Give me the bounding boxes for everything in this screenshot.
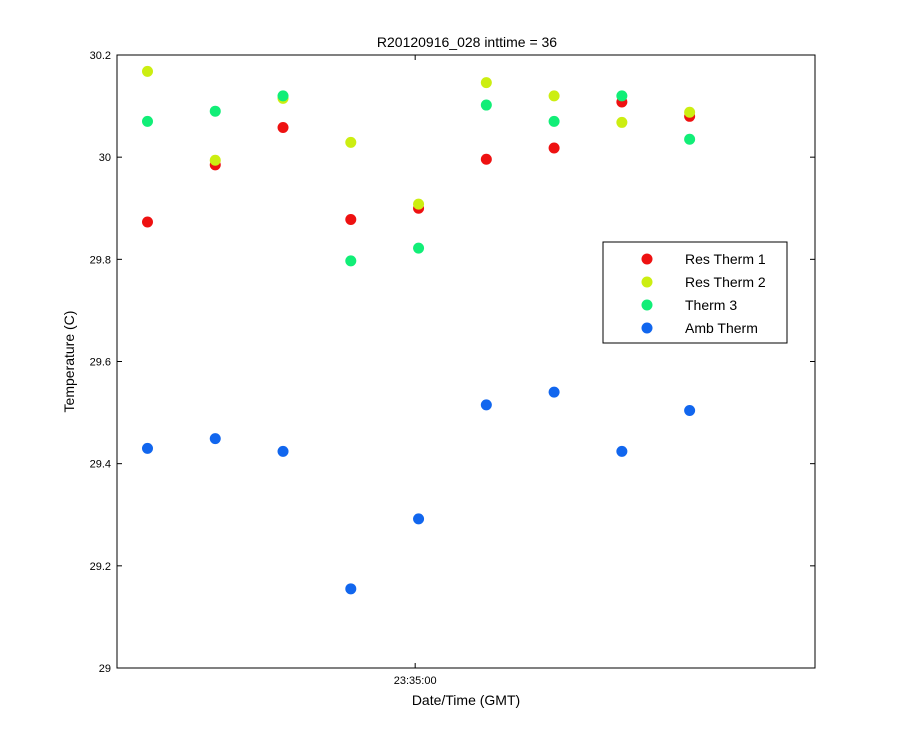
legend: Res Therm 1 Res Therm 2 Therm 3 Amb Therm: [602, 241, 788, 344]
data-point-amb-therm: [345, 583, 357, 595]
data-point-res-therm-2: [684, 106, 696, 118]
x-axis-title: Date/Time (GMT): [412, 692, 520, 708]
data-point-therm-3: [141, 115, 153, 127]
data-points: [141, 65, 696, 595]
legend-box: [602, 241, 788, 344]
y-tick-label: 29.8: [90, 254, 111, 266]
data-point-amb-therm: [209, 433, 221, 445]
plot-area-frame: [116, 54, 816, 669]
data-point-therm-3: [616, 90, 628, 102]
data-point-therm-3: [548, 115, 560, 127]
legend-marker-res-therm-2: [641, 276, 653, 288]
data-point-amb-therm: [616, 445, 628, 457]
legend-label-res-therm-1: Res Therm 1: [685, 251, 766, 267]
y-axis: 29 29.2 29.4 29.6 29.8 30 30.2: [90, 50, 815, 675]
data-point-res-therm-2: [480, 77, 492, 89]
data-point-therm-3: [345, 255, 357, 267]
legend-label-res-therm-2: Res Therm 2: [685, 274, 766, 290]
data-point-res-therm-2: [548, 90, 560, 102]
data-point-res-therm-2: [413, 198, 425, 210]
data-point-res-therm-2: [345, 136, 357, 148]
data-point-therm-3: [209, 105, 221, 117]
legend-marker-res-therm-1: [641, 253, 653, 265]
data-point-res-therm-2: [616, 116, 628, 128]
chart-title: R20120916_028 inttime = 36: [377, 34, 557, 50]
legend-label-therm-3: Therm 3: [685, 297, 737, 313]
data-point-res-therm-1: [345, 213, 357, 225]
data-point-amb-therm: [141, 442, 153, 454]
y-tick-label: 29: [99, 663, 111, 675]
y-tick-label: 29.2: [90, 561, 111, 573]
data-point-amb-therm: [548, 386, 560, 398]
y-tick-label: 29.4: [90, 459, 111, 471]
data-point-therm-3: [480, 99, 492, 111]
data-point-therm-3: [277, 90, 289, 102]
data-point-res-therm-1: [141, 216, 153, 228]
data-point-amb-therm: [413, 513, 425, 525]
data-point-res-therm-2: [209, 154, 221, 166]
data-point-res-therm-2: [141, 65, 153, 77]
data-point-res-therm-1: [480, 153, 492, 165]
y-axis-title: Temperature (C): [61, 311, 77, 413]
y-tick-label: 29.6: [90, 357, 111, 369]
data-point-therm-3: [684, 133, 696, 145]
x-axis: 23:35:00: [394, 55, 437, 687]
data-point-res-therm-1: [277, 122, 289, 134]
data-point-amb-therm: [480, 399, 492, 411]
data-point-therm-3: [413, 242, 425, 254]
data-point-amb-therm: [277, 445, 289, 457]
legend-marker-therm-3: [641, 299, 653, 311]
data-point-res-therm-1: [548, 142, 560, 154]
y-tick-label: 30: [99, 152, 111, 164]
legend-marker-amb-therm: [641, 322, 653, 334]
x-tick-label: 23:35:00: [394, 675, 437, 687]
y-tick-label: 30.2: [90, 50, 111, 62]
legend-label-amb-therm: Amb Therm: [685, 320, 758, 336]
data-point-amb-therm: [684, 405, 696, 417]
